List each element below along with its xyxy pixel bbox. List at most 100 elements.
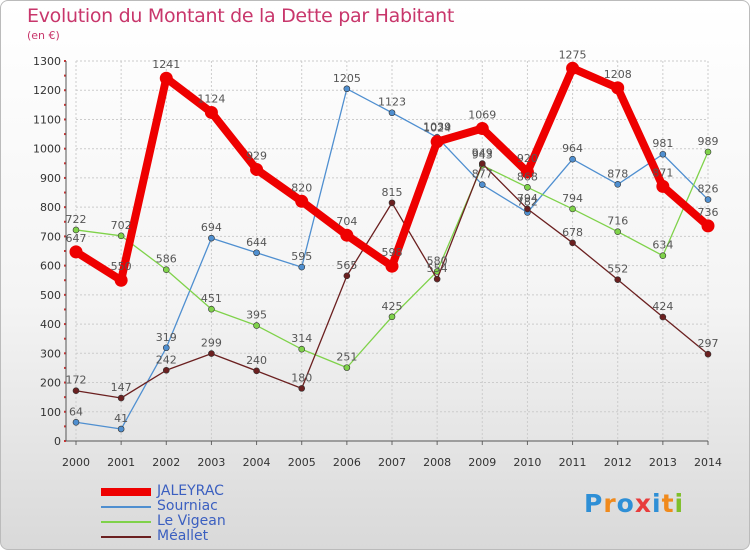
data-label-le-vigean: 586 xyxy=(156,253,177,266)
data-label-sourniac: 878 xyxy=(607,167,628,180)
data-point-sourniac xyxy=(343,85,351,93)
grid xyxy=(75,60,709,442)
logo-letter: t xyxy=(661,489,675,518)
data-point-meallet xyxy=(614,276,622,283)
legend-swatch xyxy=(101,506,151,508)
data-label-jaleyrac: 1024 xyxy=(423,122,451,135)
data-point-le-vigean xyxy=(343,364,351,371)
y-minor-tick xyxy=(64,323,66,326)
data-label-meallet: 554 xyxy=(427,262,448,275)
data-label-le-vigean: 580 xyxy=(427,254,448,267)
x-tick-label: 2007 xyxy=(378,456,406,469)
data-label-sourniac: 981 xyxy=(652,137,673,150)
y-minor-tick xyxy=(64,103,66,106)
data-label-sourniac: 826 xyxy=(698,183,719,196)
data-point-jaleyrac xyxy=(340,228,354,242)
data-point-le-vigean xyxy=(524,183,531,191)
data-label-sourniac: 64 xyxy=(69,405,83,418)
y-minor-tick xyxy=(64,74,66,77)
y-minor-tick xyxy=(64,440,66,442)
y-minor-tick xyxy=(64,191,66,194)
y-minor-tick xyxy=(64,410,66,413)
data-point-sourniac xyxy=(117,425,125,433)
data-point-le-vigean xyxy=(117,232,125,240)
data-label-jaleyrac: 1124 xyxy=(197,92,225,105)
legend-swatch xyxy=(101,521,151,523)
data-label-jaleyrac: 1241 xyxy=(152,58,180,71)
data-label-meallet: 424 xyxy=(652,300,673,313)
y-minor-tick xyxy=(64,206,66,209)
x-tick-label: 2004 xyxy=(243,456,271,469)
data-point-meallet xyxy=(659,313,667,321)
x-tick-label: 2002 xyxy=(152,456,180,469)
data-label-le-vigean: 989 xyxy=(698,135,719,148)
data-point-meallet xyxy=(569,239,576,247)
y-minor-tick xyxy=(64,337,66,340)
y-tick-label: 800 xyxy=(40,201,61,214)
y-minor-tick xyxy=(64,425,66,428)
data-label-sourniac: 595 xyxy=(291,250,312,263)
data-label-meallet: 180 xyxy=(291,371,312,384)
data-point-jaleyrac xyxy=(204,105,218,119)
data-label-sourniac: 319 xyxy=(156,331,177,344)
x-tick-label: 2013 xyxy=(649,456,677,469)
data-label-meallet: 240 xyxy=(246,354,267,367)
data-label-meallet: 297 xyxy=(698,337,719,350)
data-label-jaleyrac: 598 xyxy=(382,246,403,259)
data-label-sourniac: 782 xyxy=(517,195,538,208)
data-label-sourniac: 877 xyxy=(472,168,493,181)
y-minor-tick xyxy=(64,133,66,136)
data-label-jaleyrac: 1275 xyxy=(559,48,587,61)
legend-label: Le Vigean xyxy=(157,513,226,529)
data-label-jaleyrac: 550 xyxy=(111,260,132,273)
y-minor-tick xyxy=(64,308,66,311)
legend-swatch xyxy=(101,536,151,538)
y-minor-tick xyxy=(64,366,66,369)
data-point-le-vigean xyxy=(659,252,667,259)
y-tick-label: 300 xyxy=(40,347,61,360)
data-label-meallet: 299 xyxy=(201,337,222,350)
data-label-meallet: 815 xyxy=(382,186,403,199)
y-minor-tick xyxy=(64,250,66,252)
data-point-meallet xyxy=(253,367,260,375)
data-label-le-vigean: 314 xyxy=(291,332,312,345)
data-point-le-vigean xyxy=(298,345,306,353)
data-label-sourniac: 1039 xyxy=(423,120,451,133)
data-label-sourniac: 1205 xyxy=(333,72,361,85)
data-label-sourniac: 41 xyxy=(114,412,128,425)
y-minor-tick xyxy=(64,162,66,165)
data-point-meallet xyxy=(524,205,531,213)
data-point-le-vigean xyxy=(162,266,170,274)
y-tick-label: 1200 xyxy=(33,84,61,97)
x-tick-label: 2012 xyxy=(604,456,632,469)
data-point-jaleyrac xyxy=(701,219,715,233)
data-point-sourniac xyxy=(569,155,576,163)
y-tick-label: 1300 xyxy=(33,55,61,68)
legend-label: Sourniac xyxy=(157,498,218,514)
x-tick-label: 2011 xyxy=(559,456,587,469)
y-tick-label: 0 xyxy=(54,435,61,448)
data-label-meallet: 172 xyxy=(66,374,87,387)
data-label-jaleyrac: 871 xyxy=(652,166,673,179)
y-tick-label: 400 xyxy=(40,318,61,331)
data-point-jaleyrac xyxy=(566,61,580,75)
data-point-le-vigean xyxy=(569,205,576,213)
data-point-sourniac xyxy=(208,234,215,242)
x-tick-label: 2010 xyxy=(513,456,541,469)
y-minor-tick xyxy=(64,396,66,399)
y-minor-tick xyxy=(64,220,66,223)
y-tick-label: 1100 xyxy=(33,113,61,126)
y-minor-tick xyxy=(64,60,66,62)
legend-swatch xyxy=(101,488,151,496)
x-tick-label: 2014 xyxy=(694,456,722,469)
data-label-meallet: 949 xyxy=(472,147,493,160)
data-point-jaleyrac xyxy=(611,81,625,95)
data-point-jaleyrac xyxy=(656,179,670,193)
logo-letter: i xyxy=(674,489,685,518)
data-point-sourniac xyxy=(704,196,712,203)
y-minor-tick xyxy=(64,279,66,282)
data-point-sourniac xyxy=(253,249,260,257)
x-tick-label: 2009 xyxy=(468,456,496,469)
data-point-sourniac xyxy=(298,263,306,271)
